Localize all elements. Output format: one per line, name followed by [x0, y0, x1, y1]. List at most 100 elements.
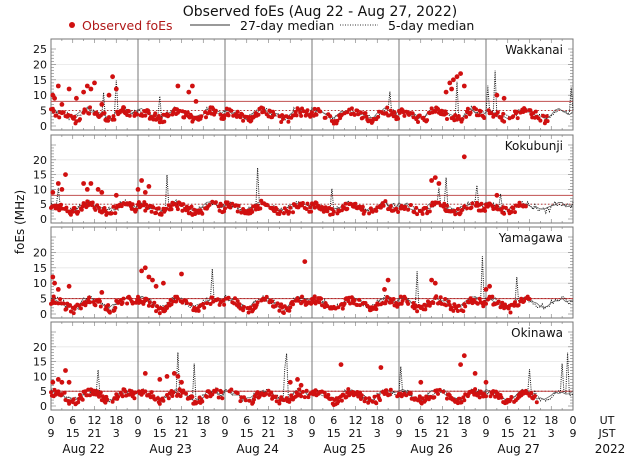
observed-point [532, 394, 537, 398]
observed-point [336, 399, 341, 404]
observed-point [482, 116, 487, 120]
observed-point [50, 379, 56, 385]
observed-point [345, 206, 350, 211]
observed-point [271, 112, 276, 117]
y-tick-label: 5 [40, 385, 47, 398]
y-tick-label: 20 [33, 154, 47, 167]
observed-point [84, 187, 90, 192]
observed-point [146, 274, 152, 280]
x-tick-label-ut: 18 [370, 414, 384, 427]
observed-point [77, 303, 82, 308]
observed-point [423, 398, 428, 403]
observed-point [97, 299, 102, 304]
observed-point [85, 199, 90, 204]
observed-point [139, 268, 145, 274]
observed-point [72, 206, 77, 210]
y-tick-label: 10 [33, 183, 47, 196]
observed-point [295, 377, 300, 382]
observed-point [88, 181, 94, 186]
observed-point [374, 401, 379, 406]
observed-point [420, 211, 425, 216]
x-tick-label-ut: 18 [283, 414, 297, 427]
observed-point [66, 86, 72, 92]
observed-point [358, 397, 363, 401]
observed-point [80, 397, 85, 402]
observed-point [465, 106, 470, 111]
observed-point [93, 207, 98, 212]
observed-point [248, 305, 253, 310]
observed-point [523, 204, 528, 209]
observed-point [52, 280, 57, 286]
observed-point [499, 115, 504, 120]
observed-point [199, 114, 204, 119]
x-tick-label-ut: 12 [262, 414, 276, 427]
observed-point [178, 394, 183, 399]
observed-point [107, 115, 111, 120]
observed-point [302, 395, 307, 400]
observed-point [102, 206, 107, 210]
observed-point [139, 178, 145, 183]
observed-point [300, 294, 304, 299]
observed-point [150, 304, 155, 309]
observed-point [143, 389, 148, 394]
observed-point [226, 295, 231, 300]
x-tick-label-jst: 21 [175, 427, 189, 440]
observed-point [59, 379, 65, 385]
observed-point [130, 202, 135, 207]
observed-point [357, 297, 362, 302]
observed-point [396, 116, 401, 121]
observed-point [499, 395, 504, 400]
observed-point [250, 209, 255, 214]
observed-point [116, 300, 121, 305]
observed-point [105, 397, 110, 402]
observed-point [511, 206, 516, 211]
observed-point [385, 105, 390, 110]
observed-point [513, 210, 517, 215]
observed-point [322, 390, 327, 395]
x-tick-label-ut: 18 [544, 414, 558, 427]
observed-point [226, 113, 231, 118]
observed-point [106, 303, 111, 308]
observed-point [325, 304, 330, 309]
observed-point [335, 118, 340, 123]
observed-point [273, 394, 278, 399]
observed-point [288, 205, 293, 210]
observed-point [363, 111, 368, 116]
observed-point [87, 111, 92, 116]
observed-point [434, 294, 439, 299]
x-tick-label-ut: 12 [88, 414, 102, 427]
observed-point [287, 379, 293, 385]
observed-point [166, 396, 171, 401]
y-tick-label: 15 [33, 356, 47, 369]
observed-point [219, 390, 224, 395]
observed-point [119, 204, 124, 209]
observed-point [280, 113, 285, 118]
observed-point [235, 391, 240, 396]
observed-point [406, 301, 411, 306]
observed-point [444, 111, 449, 116]
observed-point [102, 111, 107, 116]
observed-point [281, 211, 286, 216]
observed-point [50, 190, 56, 195]
observed-point [509, 395, 514, 399]
x-tick-label-ut: 0 [396, 414, 403, 427]
observed-point [142, 190, 148, 195]
observed-point [523, 108, 528, 113]
observed-point [256, 112, 261, 117]
observed-point [55, 377, 61, 382]
observed-point [496, 299, 501, 304]
observed-point [291, 302, 295, 307]
observed-point [161, 280, 166, 286]
observed-point [342, 301, 347, 306]
observed-point [458, 71, 463, 76]
x-tick-label-jst: 21 [88, 427, 102, 440]
observed-point [382, 287, 387, 292]
observed-point [436, 391, 440, 396]
observed-point [210, 392, 215, 397]
observed-point [519, 296, 524, 301]
observed-point [387, 392, 392, 397]
observed-point [436, 181, 442, 186]
observed-point [312, 106, 317, 111]
observed-point [294, 113, 299, 118]
observed-point [161, 398, 166, 403]
